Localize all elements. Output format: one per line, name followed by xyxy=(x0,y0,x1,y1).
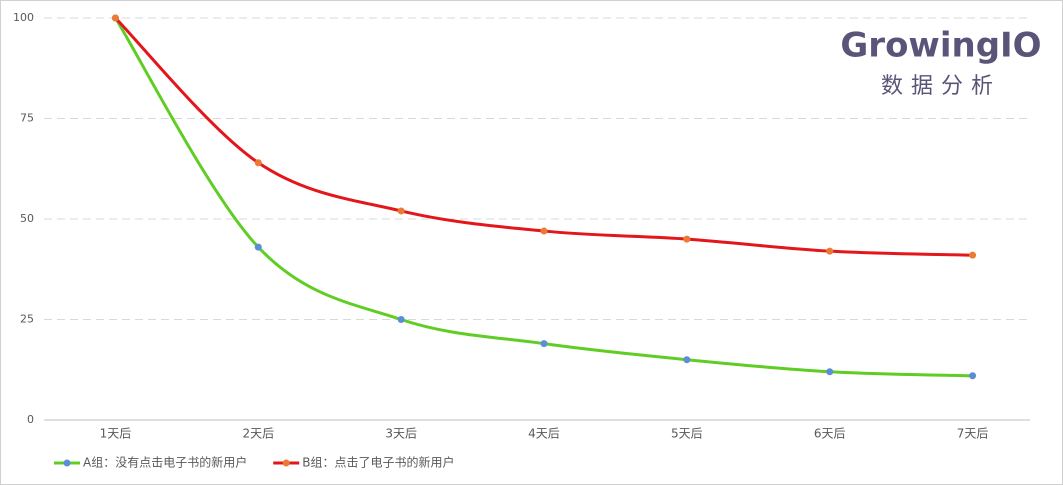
data-point xyxy=(969,372,977,380)
legend-marker xyxy=(282,459,290,467)
data-point xyxy=(397,207,405,215)
data-point xyxy=(683,356,691,364)
logo-name: GrowingIO xyxy=(840,26,1041,66)
data-point xyxy=(254,159,262,167)
data-point xyxy=(826,368,834,376)
x-tick-label: 5天后 xyxy=(671,427,703,441)
y-tick-label: 50 xyxy=(20,212,34,225)
x-tick-label: 4天后 xyxy=(528,427,560,441)
data-point xyxy=(540,227,548,235)
y-tick-label: 25 xyxy=(20,313,34,326)
logo-subtitle: 数据分析 xyxy=(881,74,1001,99)
x-tick-label: 7天后 xyxy=(957,427,989,441)
x-tick-label: 3天后 xyxy=(385,427,417,441)
legend-label: B组：点击了电子书的新用户 xyxy=(302,455,454,470)
x-tick-label: 1天后 xyxy=(100,427,132,441)
data-point xyxy=(254,243,262,251)
data-point xyxy=(397,316,405,323)
data-point xyxy=(540,340,548,348)
data-point xyxy=(969,251,977,259)
legend-label: A组：没有点击电子书的新用户 xyxy=(83,455,247,470)
y-tick-label: 100 xyxy=(13,11,34,24)
y-tick-label: 0 xyxy=(27,413,34,426)
data-point xyxy=(826,247,834,255)
y-tick-label: 75 xyxy=(20,112,34,125)
x-tick-label: 2天后 xyxy=(242,427,274,441)
legend-marker xyxy=(63,459,71,467)
data-point xyxy=(683,235,691,243)
x-tick-label: 6天后 xyxy=(814,427,846,441)
data-point xyxy=(111,14,119,22)
